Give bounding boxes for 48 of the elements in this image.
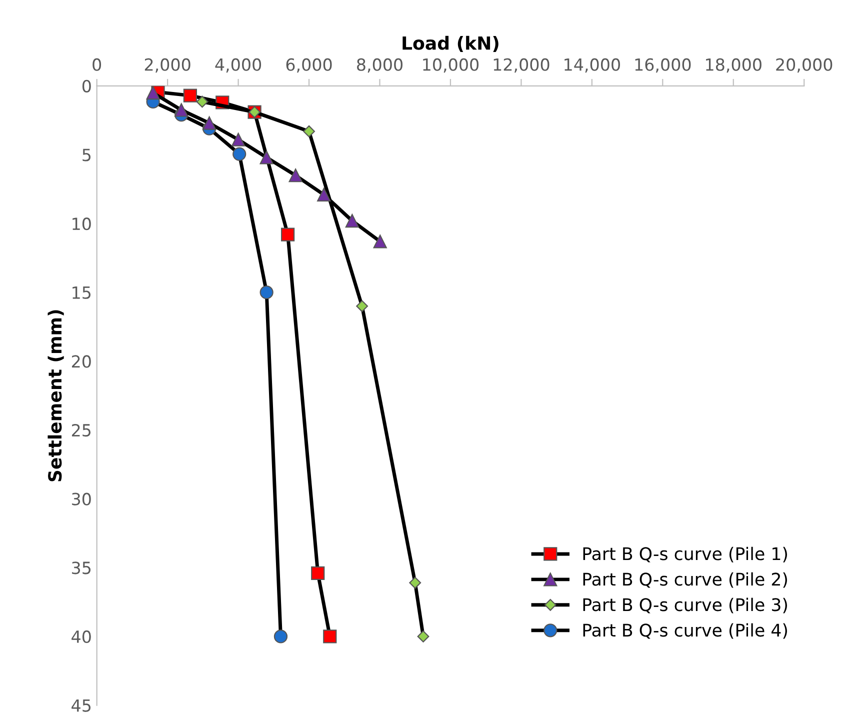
point	[183, 88, 197, 102]
y-tick-label: 0	[82, 80, 91, 92]
x-tick-label: 20,000	[776, 58, 832, 73]
legend-label: Part B Q-s curve (Pile 2)	[583, 572, 787, 588]
point	[196, 96, 208, 108]
x-tick-label: 12,000	[494, 58, 550, 73]
x-tick-label: 6,000	[286, 58, 332, 73]
x-tick-label: 14,000	[564, 58, 620, 73]
x-tick-label: 16,000	[635, 58, 691, 73]
point	[356, 300, 368, 312]
point	[260, 150, 274, 164]
x-axis-title: Load (kN)	[402, 36, 498, 52]
legend-label: Part B Q-s curve (Pile 3)	[583, 598, 787, 614]
point	[274, 630, 288, 644]
x-tick-label: 4,000	[215, 58, 262, 73]
point	[280, 228, 295, 242]
y-tick-label: 10	[72, 218, 91, 230]
point	[260, 286, 274, 300]
point	[288, 168, 302, 182]
point	[146, 86, 160, 100]
point	[231, 132, 246, 146]
y-tick-label: 35	[72, 562, 91, 574]
point	[311, 566, 325, 580]
y-tick-label: 5	[82, 148, 91, 162]
x-tick-label: 18,000	[706, 58, 762, 73]
y-tick-label: 45	[72, 699, 91, 712]
point	[323, 630, 337, 644]
y-tick-label: 40	[72, 630, 91, 644]
x-tick-label: 10,000	[423, 58, 479, 73]
point	[303, 125, 315, 138]
y-tick-label: 20	[72, 355, 91, 368]
point	[409, 576, 422, 589]
point	[174, 103, 188, 117]
y-tick-label: 15	[72, 286, 91, 299]
y-tick-label: 30	[72, 492, 91, 506]
point	[232, 147, 246, 161]
point	[373, 234, 387, 248]
legend-label: Part B Q-s curve (Pile 4)	[583, 623, 787, 639]
legend-label: Part B Q-s curve (Pile 1)	[583, 546, 787, 562]
x-tick-label: 2,000	[144, 58, 190, 73]
x-tick-label: 0	[92, 58, 102, 71]
point	[202, 116, 216, 130]
y-axis-title: Settlement (mm)	[48, 310, 64, 482]
x-tick-label: 8,000	[357, 58, 402, 73]
point	[417, 630, 430, 642]
point	[345, 214, 359, 228]
point	[317, 188, 331, 202]
y-tick-label: 25	[72, 424, 91, 437]
